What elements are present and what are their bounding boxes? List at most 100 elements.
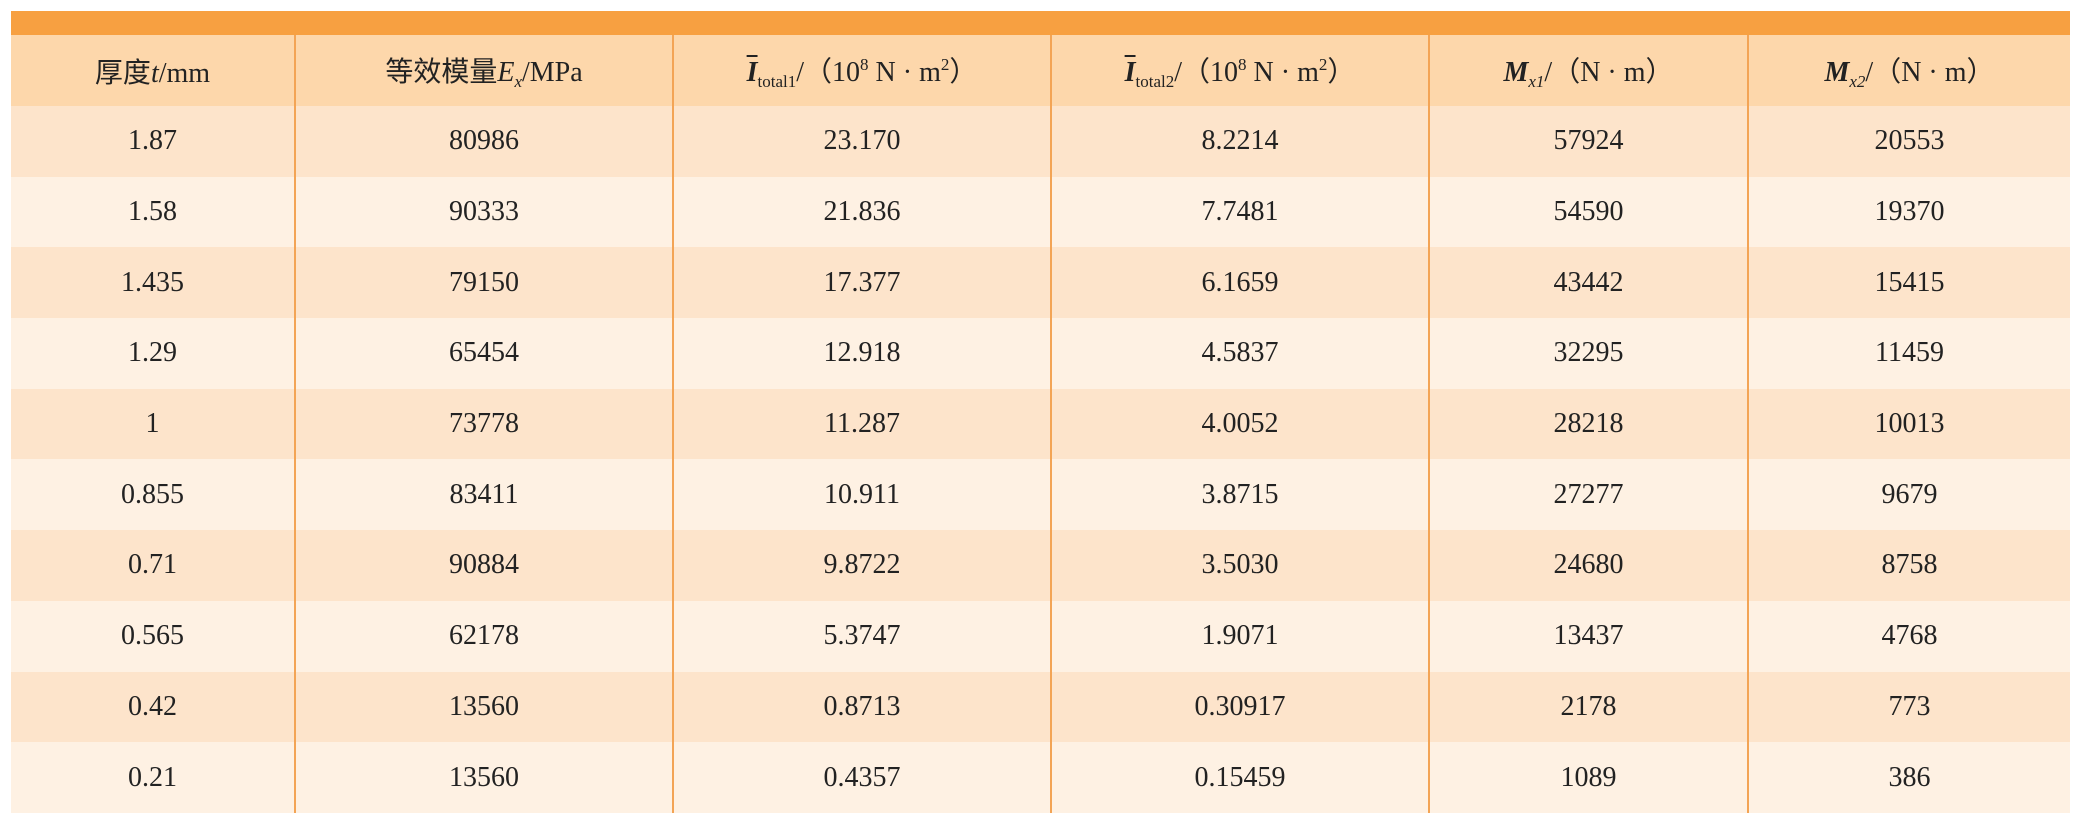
table-cell: 90884 <box>294 530 673 601</box>
top-bar <box>11 11 2070 35</box>
table-cell: 6.1659 <box>1050 247 1429 319</box>
table-cell: 27277 <box>1428 459 1748 531</box>
header-text: 等效模量 <box>385 56 498 88</box>
table-cell: 32295 <box>1428 318 1748 389</box>
header-text: 厚度 <box>94 57 151 89</box>
table-cell: 1.87 <box>11 106 295 177</box>
table-cell: 386 <box>1747 742 2070 813</box>
header-cell: Mx2/（N · m） <box>1747 35 2070 106</box>
table-row: 1.29 65454 12.918 4.5837 32295 11459 <box>11 318 2070 389</box>
header-unit: ） <box>1327 56 1356 88</box>
table-cell: 57924 <box>1428 106 1748 177</box>
header-unit: /（N · m） <box>1865 56 1995 88</box>
header-subscript: total1 <box>757 71 797 91</box>
header-symbol: E <box>497 56 515 88</box>
header-subscript: x2 <box>1849 71 1866 91</box>
header-superscript: 8 <box>860 54 869 74</box>
header-cell: 厚度t/mm <box>11 35 295 106</box>
table-cell: 1 <box>11 388 295 460</box>
table-cell: 0.71 <box>11 530 295 601</box>
header-unit: /MPa <box>521 56 583 88</box>
header-superscript: 8 <box>1238 54 1247 74</box>
table-cell: 3.5030 <box>1050 530 1429 601</box>
header-cell: Itotal2/（108 N · m2） <box>1050 35 1429 106</box>
header-subscript: x1 <box>1528 71 1545 91</box>
table-cell: 19370 <box>1747 176 2070 248</box>
table-cell: 4.5837 <box>1050 318 1429 389</box>
table-cell: 15415 <box>1747 247 2070 319</box>
table-cell: 8.2214 <box>1050 106 1429 177</box>
table-cell: 65454 <box>294 318 673 389</box>
table-cell: 90333 <box>294 176 673 248</box>
table-cell: 1089 <box>1428 742 1748 813</box>
table-cell: 1.9071 <box>1050 600 1429 672</box>
table-cell: 83411 <box>294 459 673 531</box>
table-cell: 13560 <box>294 671 673 743</box>
table-cell: 0.855 <box>11 459 295 531</box>
table-cell: 24680 <box>1428 530 1748 601</box>
table-cell: 0.15459 <box>1050 742 1429 813</box>
table-cell: 8758 <box>1747 530 2070 601</box>
header-unit: N · m <box>1246 56 1319 88</box>
table-row: 1.58 90333 21.836 7.7481 54590 19370 <box>11 176 2070 248</box>
header-unit: /mm <box>158 57 211 89</box>
table-cell: 2178 <box>1428 671 1748 743</box>
header-subscript: x <box>514 71 522 91</box>
data-table: 厚度t/mm 等效模量Ex/MPa Itotal1/（108 N · m2） I… <box>11 35 2070 813</box>
table-cell: 9.8722 <box>672 530 1051 601</box>
table-row: 1.87 80986 23.170 8.2214 57924 20553 <box>11 106 2070 177</box>
header-symbol: t <box>150 57 159 89</box>
table-row: 0.71 90884 9.8722 3.5030 24680 8758 <box>11 530 2070 601</box>
header-superscript: 2 <box>940 54 950 74</box>
table-cell: 5.3747 <box>672 600 1051 672</box>
table-cell: 4768 <box>1747 600 2070 672</box>
table-cell: 0.30917 <box>1050 671 1429 743</box>
table-cell: 23.170 <box>672 106 1051 177</box>
table-cell: 0.565 <box>11 600 295 672</box>
table-cell: 20553 <box>1747 106 2070 177</box>
header-subscript: total2 <box>1135 71 1175 91</box>
header-unit: /（N · m） <box>1544 56 1674 88</box>
table-row: 0.855 83411 10.911 3.8715 27277 9679 <box>11 459 2070 531</box>
header-symbol: M <box>1503 56 1529 88</box>
header-symbol: I <box>746 56 758 88</box>
header-cell: Itotal1/（108 N · m2） <box>672 35 1051 106</box>
table-cell: 43442 <box>1428 247 1748 319</box>
table-cell: 54590 <box>1428 176 1748 248</box>
table-cell: 79150 <box>294 247 673 319</box>
table-cell: 3.8715 <box>1050 459 1429 531</box>
table-cell: 0.21 <box>11 742 295 813</box>
table-cell: 4.0052 <box>1050 388 1429 460</box>
table-cell: 17.377 <box>672 247 1051 319</box>
header-row: 厚度t/mm 等效模量Ex/MPa Itotal1/（108 N · m2） I… <box>11 35 2070 106</box>
header-cell: 等效模量Ex/MPa <box>294 35 673 106</box>
table-cell: 0.4357 <box>672 742 1051 813</box>
table-row: 0.21 13560 0.4357 0.15459 1089 386 <box>11 742 2070 813</box>
table-cell: 13437 <box>1428 600 1748 672</box>
table-cell: 73778 <box>294 388 673 460</box>
table-cell: 773 <box>1747 671 2070 743</box>
header-symbol: M <box>1824 56 1850 88</box>
header-unit: /（10 <box>1174 56 1239 88</box>
header-symbol: I <box>1124 56 1136 88</box>
table-cell: 28218 <box>1428 388 1748 460</box>
table-cell: 9679 <box>1747 459 2070 531</box>
table-cell: 10.911 <box>672 459 1051 531</box>
header-unit: N · m <box>868 56 941 88</box>
table-cell: 0.8713 <box>672 671 1051 743</box>
table-row: 0.565 62178 5.3747 1.9071 13437 4768 <box>11 600 2070 672</box>
table-cell: 11.287 <box>672 388 1051 460</box>
table-cell: 13560 <box>294 742 673 813</box>
table-cell: 11459 <box>1747 318 2070 389</box>
table-cell: 80986 <box>294 106 673 177</box>
table-cell: 1.29 <box>11 318 295 389</box>
table-row: 1.435 79150 17.377 6.1659 43442 15415 <box>11 247 2070 319</box>
table-panel: 厚度t/mm 等效模量Ex/MPa Itotal1/（108 N · m2） I… <box>11 11 2070 813</box>
table-cell: 7.7481 <box>1050 176 1429 248</box>
table-cell: 21.836 <box>672 176 1051 248</box>
table-row: 0.42 13560 0.8713 0.30917 2178 773 <box>11 671 2070 743</box>
table-body: 1.87 80986 23.170 8.2214 57924 20553 1.58 90333… <box>11 106 2070 813</box>
header-unit: /（10 <box>796 56 861 88</box>
table-cell: 12.918 <box>672 318 1051 389</box>
